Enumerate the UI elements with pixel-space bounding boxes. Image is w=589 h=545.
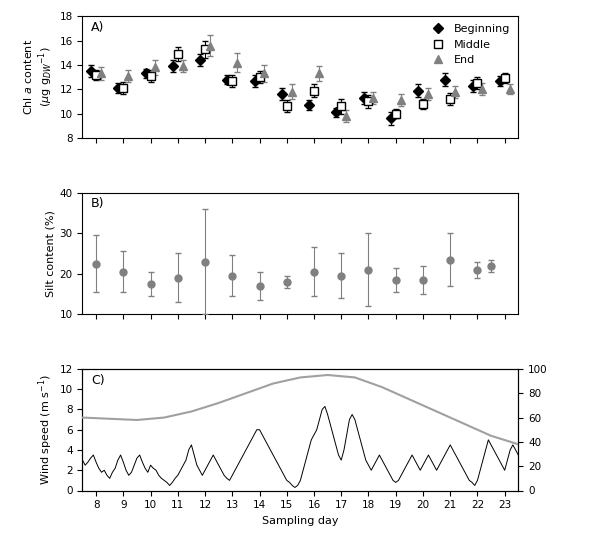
Y-axis label: Wind speed (m s$^{-1}$): Wind speed (m s$^{-1}$) <box>37 374 55 485</box>
Legend: Beginning, Middle, End: Beginning, Middle, End <box>424 22 513 68</box>
Text: B): B) <box>91 197 105 210</box>
Text: C): C) <box>91 374 105 387</box>
X-axis label: Sampling day: Sampling day <box>262 516 339 526</box>
Text: A): A) <box>91 21 105 34</box>
Y-axis label: Silt content (%): Silt content (%) <box>45 210 55 297</box>
Y-axis label: Chl $a$ content
($\mu$g g$_{DW}$$^{-1}$): Chl $a$ content ($\mu$g g$_{DW}$$^{-1}$) <box>22 39 55 115</box>
